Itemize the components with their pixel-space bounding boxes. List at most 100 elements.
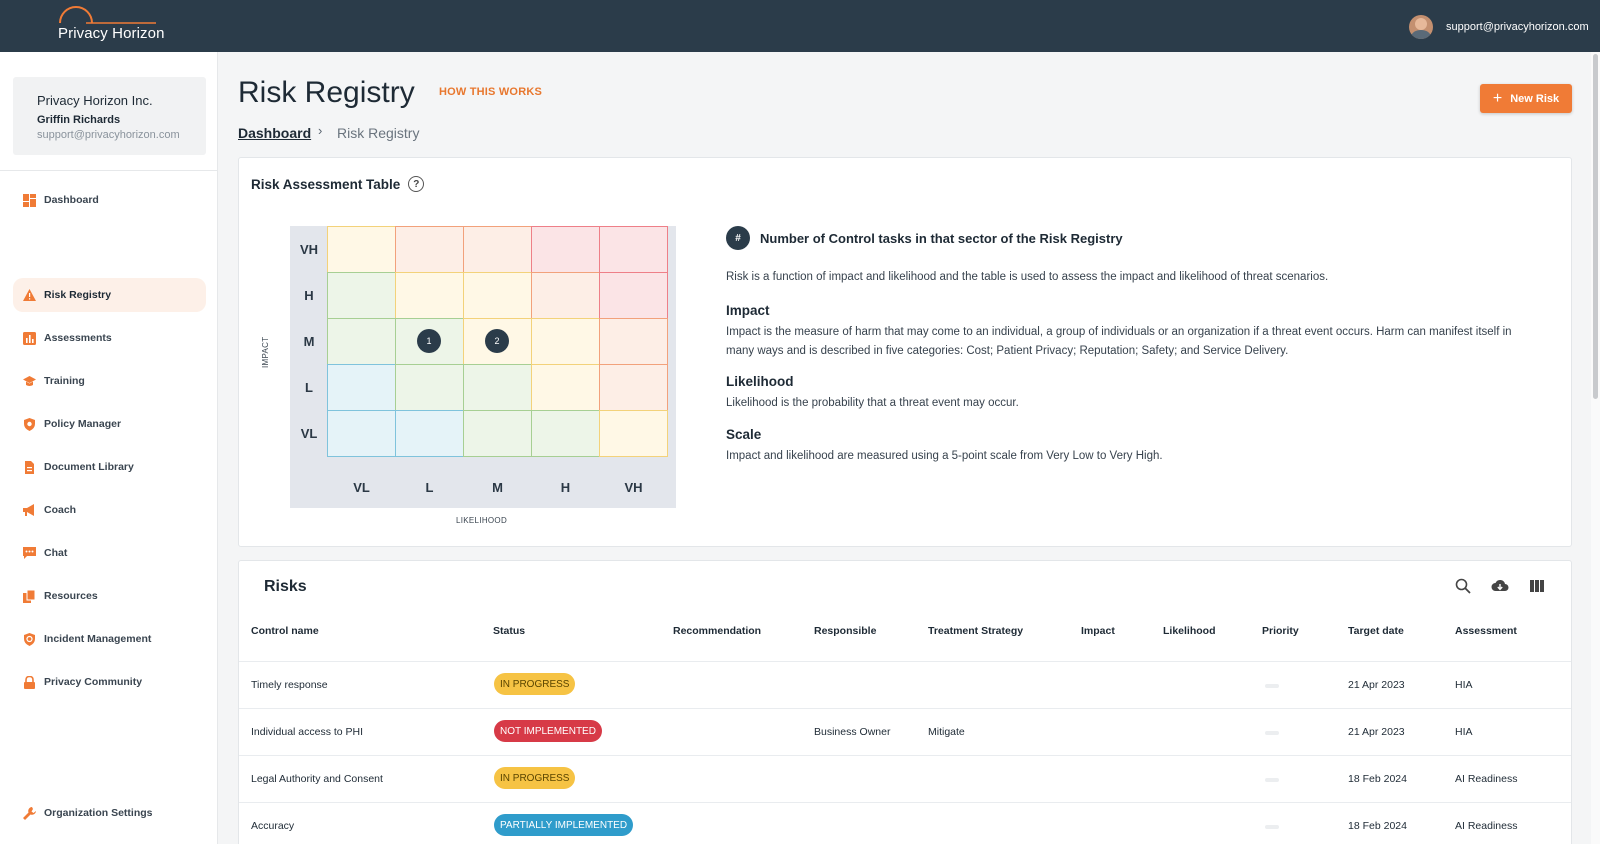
how-this-works-link[interactable]: HOW THIS WORKS [439,86,543,98]
matrix-cell[interactable] [463,410,532,457]
matrix-cell[interactable] [327,410,396,457]
sidebar-item-label: Assessments [44,332,112,344]
matrix-cell[interactable] [599,318,668,365]
matrix-count-marker[interactable]: 1 [417,329,441,353]
impact-label-h: H [304,288,314,303]
column-header-impact[interactable]: Impact [1081,625,1115,637]
wrench-icon [23,806,36,820]
priority-indicator [1265,684,1279,688]
matrix-cell[interactable] [531,410,600,457]
column-header-priority[interactable]: Priority [1262,625,1299,637]
legend-marker: # [726,226,750,250]
matrix-cell[interactable] [531,364,600,411]
risk-assessment-title-text: Risk Assessment Table [251,176,401,192]
impact-label-vh: VH [299,242,319,257]
sidebar: Privacy Horizon Inc. Griffin Richards su… [0,52,218,844]
column-header-likelihood[interactable]: Likelihood [1163,625,1216,637]
likelihood-label-vl: VL [353,479,370,495]
impact-heading: Impact [726,303,770,318]
matrix-cell[interactable] [327,226,396,273]
sidebar-item-privacy-community[interactable]: Privacy Community [13,665,206,699]
status-badge: NOT IMPLEMENTED [494,720,602,742]
cell-control-name: Accuracy [251,820,295,832]
new-risk-label: New Risk [1510,92,1560,105]
sidebar-item-label: Dashboard [44,194,99,206]
matrix-cell[interactable] [599,226,668,273]
new-risk-button[interactable]: + New Risk [1480,84,1572,113]
matrix-cell[interactable] [395,364,464,411]
status-badge: IN PROGRESS [494,767,576,789]
matrix-cell[interactable] [327,364,396,411]
matrix-cell[interactable] [327,318,396,365]
column-header-target-date[interactable]: Target date [1348,625,1404,637]
likelihood-axis-label: LIKELIHOOD [456,516,508,525]
table-row[interactable]: Legal Authority and Consent IN PROGRESS … [239,755,1571,802]
impact-axis-label: IMPACT [261,336,270,368]
column-header-control-name[interactable]: Control name [251,625,319,637]
matrix-cell[interactable] [599,364,668,411]
org-name: Privacy Horizon Inc. [37,93,153,108]
bar-chart-icon [23,331,36,345]
avatar[interactable] [1409,15,1433,39]
sidebar-item-resources[interactable]: Resources [13,579,206,613]
sidebar-item-assessments[interactable]: Assessments [13,321,206,355]
logo[interactable]: Privacy Horizon [58,6,168,46]
chevron-right-icon: › [318,123,323,138]
scale-heading: Scale [726,427,762,442]
column-header-responsible[interactable]: Responsible [814,625,877,637]
cloud-download-icon[interactable] [1491,577,1509,595]
matrix-cell[interactable] [463,272,532,319]
org-email: support@privacyhorizon.com [37,129,180,141]
sidebar-item-label: Document Library [44,461,134,473]
shield-icon [24,417,35,431]
matrix-cell[interactable] [327,272,396,319]
columns-icon[interactable] [1528,577,1546,595]
user-email[interactable]: support@privacyhorizon.com [1446,21,1589,33]
sidebar-item-training[interactable]: Training [13,364,206,398]
matrix-cell[interactable] [395,410,464,457]
help-icon[interactable]: ? [408,176,425,192]
table-row[interactable]: Individual access to PHI NOT IMPLEMENTED… [239,708,1571,755]
matrix-cell[interactable] [531,272,600,319]
sidebar-item-organization-settings[interactable]: Organization Settings [13,796,206,830]
column-header-recommendation[interactable]: Recommendation [673,625,762,637]
cell-assessment: AI Readiness [1455,820,1518,832]
sidebar-item-coach[interactable]: Coach [13,493,206,527]
matrix-cell[interactable] [599,410,668,457]
column-header-treatment-strategy[interactable]: Treatment Strategy [928,625,1024,637]
cell-treatment-strategy: Mitigate [928,726,965,738]
logo-text: Privacy Horizon [58,25,165,42]
likelihood-label-vh: VH [624,479,643,495]
likelihood-heading: Likelihood [726,374,794,389]
column-header-assessment[interactable]: Assessment [1455,625,1517,637]
breadcrumb-dashboard-link[interactable]: Dashboard [238,125,312,141]
search-icon[interactable] [1454,577,1472,595]
matrix-count-marker[interactable]: 2 [485,329,509,353]
page-scrollbar[interactable] [1591,52,1600,844]
chat-icon [23,546,36,559]
sidebar-divider [0,170,217,171]
matrix-cell[interactable] [599,272,668,319]
cell-assessment: AI Readiness [1455,773,1518,785]
table-row[interactable]: Accuracy PARTIALLY IMPLEMENTED 18 Feb 20… [239,802,1571,844]
matrix-cell[interactable] [463,226,532,273]
sidebar-item-chat[interactable]: Chat [13,536,206,570]
risk-matrix: VH H M L VL VL L M H VH [290,226,676,508]
sidebar-item-incident-management[interactable]: Incident Management [13,622,206,656]
sidebar-item-document-library[interactable]: Document Library [13,450,206,484]
scrollbar-thumb[interactable] [1593,54,1598,399]
column-header-status[interactable]: Status [493,625,526,637]
table-row[interactable]: Timely response IN PROGRESS 21 Apr 2023 … [239,661,1571,708]
matrix-cell[interactable] [531,318,600,365]
matrix-cell[interactable] [463,364,532,411]
matrix-cell[interactable] [395,226,464,273]
matrix-cell[interactable] [531,226,600,273]
sidebar-item-label: Privacy Community [44,676,143,688]
impact-label-l: L [305,380,313,395]
priority-indicator [1265,731,1279,735]
cell-target-date: 21 Apr 2023 [1348,679,1405,691]
matrix-cell[interactable] [395,272,464,319]
sidebar-item-dashboard[interactable]: Dashboard [13,183,206,217]
sidebar-item-policy-manager[interactable]: Policy Manager [13,407,206,441]
sidebar-item-risk-registry[interactable]: Risk Registry [13,278,206,312]
